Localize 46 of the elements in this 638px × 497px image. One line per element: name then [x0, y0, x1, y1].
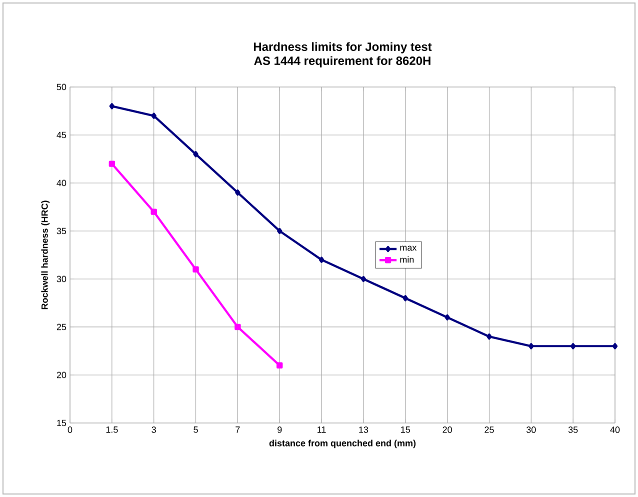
y-tick-label: 45: [56, 132, 66, 138]
x-tick-label: 1.5: [106, 426, 118, 433]
x-tick-label: 9: [278, 426, 282, 433]
point: [444, 314, 450, 320]
x-tick-label: 40: [610, 426, 620, 433]
point: [360, 276, 366, 282]
x-tick-label: 15: [401, 426, 410, 433]
y-tick-label: 15: [57, 420, 66, 426]
point: [486, 333, 492, 340]
y-tick-label: 50: [56, 84, 66, 90]
x-tick-label: 30: [526, 426, 536, 433]
legend-label: max: [400, 246, 417, 251]
x-tick-label: 20: [442, 426, 452, 433]
x-tick-label: 3: [152, 426, 156, 433]
point: [109, 103, 115, 110]
chart-title: Hardness limits for Jominy test: [254, 42, 432, 54]
point: [151, 112, 156, 119]
x-tick-label: 7: [236, 426, 240, 433]
x-axis-title: distance from quenched end (mm): [269, 440, 416, 448]
point: [402, 295, 408, 302]
chart-subtitle: AS 1444 requirement for 8620H: [254, 56, 430, 68]
point: [150, 208, 157, 215]
point: [570, 343, 576, 350]
point: [234, 324, 241, 330]
point: [528, 343, 534, 350]
y-tick-label: 20: [56, 372, 66, 378]
y-axis-title: Rockwell hardness (HRC): [41, 200, 50, 310]
y-tick-label: 25: [56, 324, 66, 330]
point: [318, 256, 324, 263]
point: [192, 266, 199, 272]
point: [235, 189, 240, 196]
x-tick-label: 13: [359, 426, 368, 433]
x-tick-label: 0: [68, 426, 72, 433]
x-tick-label: 5: [194, 426, 198, 433]
point: [193, 151, 198, 158]
x-tick-label: 35: [568, 426, 578, 433]
y-tick-label: 35: [56, 228, 66, 234]
point: [276, 362, 283, 368]
y-tick-label: 30: [56, 276, 66, 282]
legend-label: min: [400, 256, 414, 263]
x-tick-label: 11: [318, 426, 326, 433]
x-tick-label: 25: [484, 426, 494, 433]
point: [277, 228, 282, 234]
point: [612, 343, 618, 350]
y-tick-label: 40: [56, 180, 66, 186]
point: [108, 160, 116, 167]
